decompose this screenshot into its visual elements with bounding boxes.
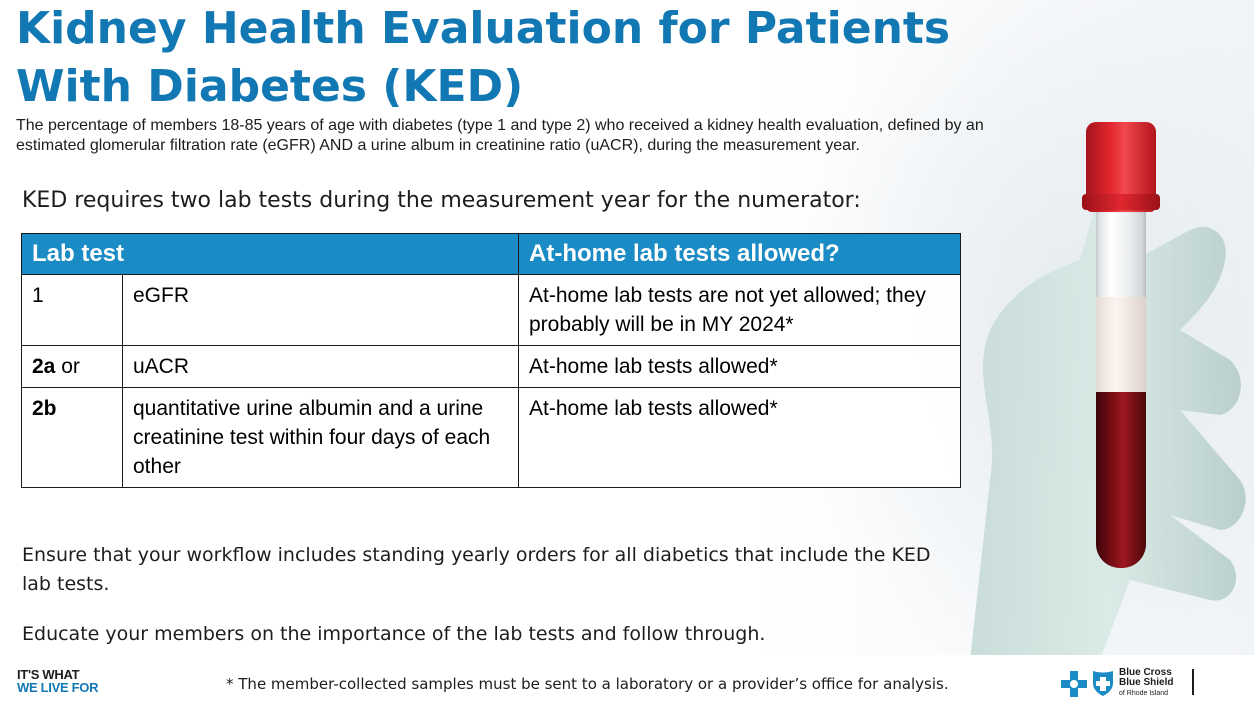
table-row: 2a or uACR At-home lab tests allowed* (21, 345, 961, 388)
row-test: eGFR (122, 274, 519, 346)
row-number: 2a or (21, 345, 123, 388)
slogan-logo: IT'S WHAT WE LIVE FOR (17, 667, 99, 695)
measure-description: The percentage of members 18-85 years of… (16, 117, 984, 154)
footer-divider (1192, 669, 1194, 695)
bcbs-logo: Blue Cross Blue Shield of Rhode Island (1061, 665, 1191, 699)
header-at-home: At-home lab tests allowed? (518, 233, 961, 275)
table-header-row: Lab test At-home lab tests allowed? (21, 233, 961, 275)
table-row: 1 eGFR At-home lab tests are not yet all… (21, 274, 961, 346)
row-test: quantitative urine albumin and a urine c… (122, 387, 519, 488)
page-title: Kidney Health Evaluation for Patients Wi… (16, 3, 951, 112)
test-tube-image (1082, 122, 1160, 568)
workflow-note: Ensure that your workflow includes stand… (22, 544, 931, 595)
brand-line3: of Rhode Island (1119, 690, 1169, 697)
blue-cross-icon (1061, 671, 1087, 697)
row-test: uACR (122, 345, 519, 388)
row-home: At-home lab tests are not yet allowed; t… (518, 274, 961, 346)
blue-shield-icon (1093, 671, 1113, 696)
row-number: 1 (21, 274, 123, 346)
row-number-text: 1 (32, 284, 44, 307)
brand-name: Blue Cross Blue Shield of Rhode Island (1119, 668, 1173, 699)
header-lab-test: Lab test (21, 233, 519, 275)
slogan-line1: IT'S WHAT (17, 667, 80, 682)
row-number-suffix: or (55, 355, 80, 378)
lab-test-table: Lab test At-home lab tests allowed? 1 eG… (21, 233, 961, 488)
footnote: * The member-collected samples must be s… (226, 675, 949, 693)
educate-note: Educate your members on the importance o… (22, 623, 766, 645)
row-number-text: 2a (32, 355, 56, 378)
table-row: 2b quantitative urine albumin and a urin… (21, 387, 961, 488)
slogan-line2: WE LIVE FOR (17, 680, 99, 695)
row-number: 2b (21, 387, 123, 488)
brand-line2: Blue Shield (1119, 677, 1174, 688)
row-home: At-home lab tests allowed* (518, 387, 961, 488)
glove-hand-image (860, 60, 1254, 660)
row-home: At-home lab tests allowed* (518, 345, 961, 388)
requirement-lead: KED requires two lab tests during the me… (22, 188, 861, 213)
brand-line1: Blue Cross (1119, 667, 1172, 678)
footer: IT'S WHAT WE LIVE FOR * The member-colle… (0, 655, 1254, 712)
row-number-text: 2b (32, 397, 57, 420)
